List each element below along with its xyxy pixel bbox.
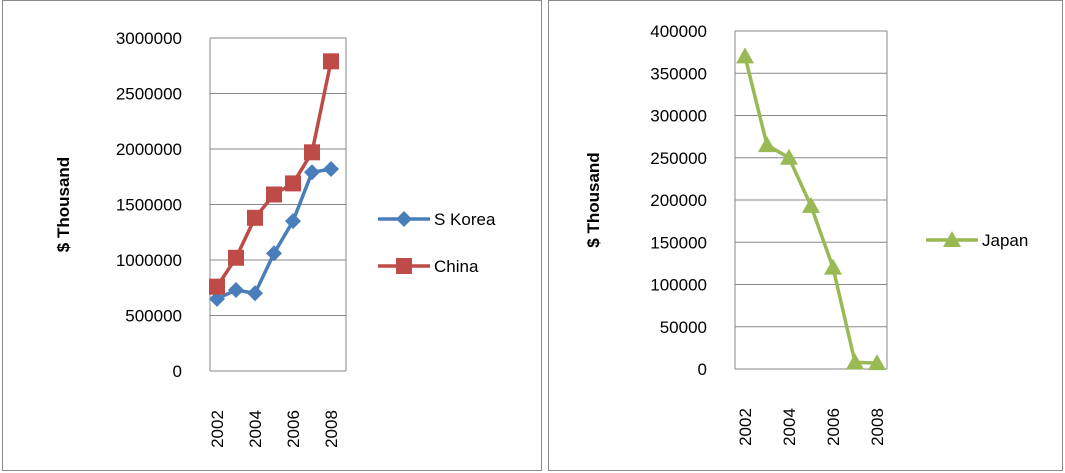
y-tick-label: 500000 <box>125 307 182 326</box>
data-point-china <box>247 209 263 226</box>
chart-left: 0 500000 1000000 1500000 2000000 2500000 30000… <box>54 29 496 448</box>
y-tick-label: 2000000 <box>116 140 182 159</box>
y-tick-label: 3000000 <box>116 29 182 48</box>
x-tick-label: 2006 <box>824 408 843 446</box>
legend-marker <box>943 231 961 247</box>
data-point-s-korea <box>266 245 282 262</box>
data-point-japan <box>736 47 754 64</box>
y-tick-label: 2500000 <box>116 85 182 104</box>
y-tick-label: 250000 <box>650 149 707 168</box>
data-point-japan <box>758 136 776 153</box>
data-point-japan <box>824 258 842 275</box>
data-point-china <box>266 186 282 203</box>
legend-label: Japan <box>982 231 1028 250</box>
data-point-s-korea <box>285 213 301 230</box>
x-tick-label: 2004 <box>246 410 265 448</box>
data-point-china <box>209 278 225 295</box>
x-tick-label: 2008 <box>322 410 341 448</box>
legend-marker <box>396 258 412 274</box>
y-tick-label: 1500000 <box>116 196 182 215</box>
data-point-japan <box>802 196 820 213</box>
data-point-s-korea <box>304 164 320 181</box>
legend-label: S Korea <box>434 210 496 229</box>
y-tick-label: 0 <box>173 362 182 381</box>
y-tick-label: 400000 <box>650 22 707 41</box>
data-point-s-korea <box>247 285 263 302</box>
chart-panel-right: 0 50000 100000 150000 200000 250000 300000 3500… <box>548 0 1063 471</box>
data-point-china <box>228 249 244 266</box>
y-tick-label: 50000 <box>660 318 707 337</box>
y-tick-label: 150000 <box>650 233 707 252</box>
legend-label: China <box>434 257 479 276</box>
data-point-china <box>304 144 320 161</box>
y-axis-title: $ Thousand <box>54 157 73 252</box>
legend-marker <box>396 211 412 227</box>
y-tick-label: 1000000 <box>116 251 182 270</box>
y-tick-label: 350000 <box>650 64 707 83</box>
x-tick-label: 2004 <box>780 408 799 446</box>
y-tick-label: 200000 <box>650 191 707 210</box>
data-point-japan <box>846 353 864 370</box>
data-point-china <box>285 175 301 192</box>
y-tick-label: 0 <box>698 360 707 379</box>
x-tick-label: 2006 <box>284 410 303 448</box>
y-axis-title: $ Thousand <box>584 152 603 247</box>
data-point-s-korea <box>323 160 339 177</box>
chart-right: 0 50000 100000 150000 200000 250000 300000 3500… <box>584 22 1028 446</box>
x-tick-label: 2008 <box>868 408 887 446</box>
y-tick-label: 300000 <box>650 107 707 126</box>
data-point-china <box>323 53 339 70</box>
data-point-s-korea <box>209 290 225 307</box>
chart-panel-left: 0 500000 1000000 1500000 2000000 2500000 30000… <box>2 0 542 471</box>
data-point-japan <box>868 354 886 371</box>
data-point-japan <box>780 148 798 165</box>
data-point-s-korea <box>228 281 244 298</box>
x-tick-label: 2002 <box>208 410 227 448</box>
x-tick-label: 2002 <box>736 408 755 446</box>
y-tick-label: 100000 <box>650 276 707 295</box>
